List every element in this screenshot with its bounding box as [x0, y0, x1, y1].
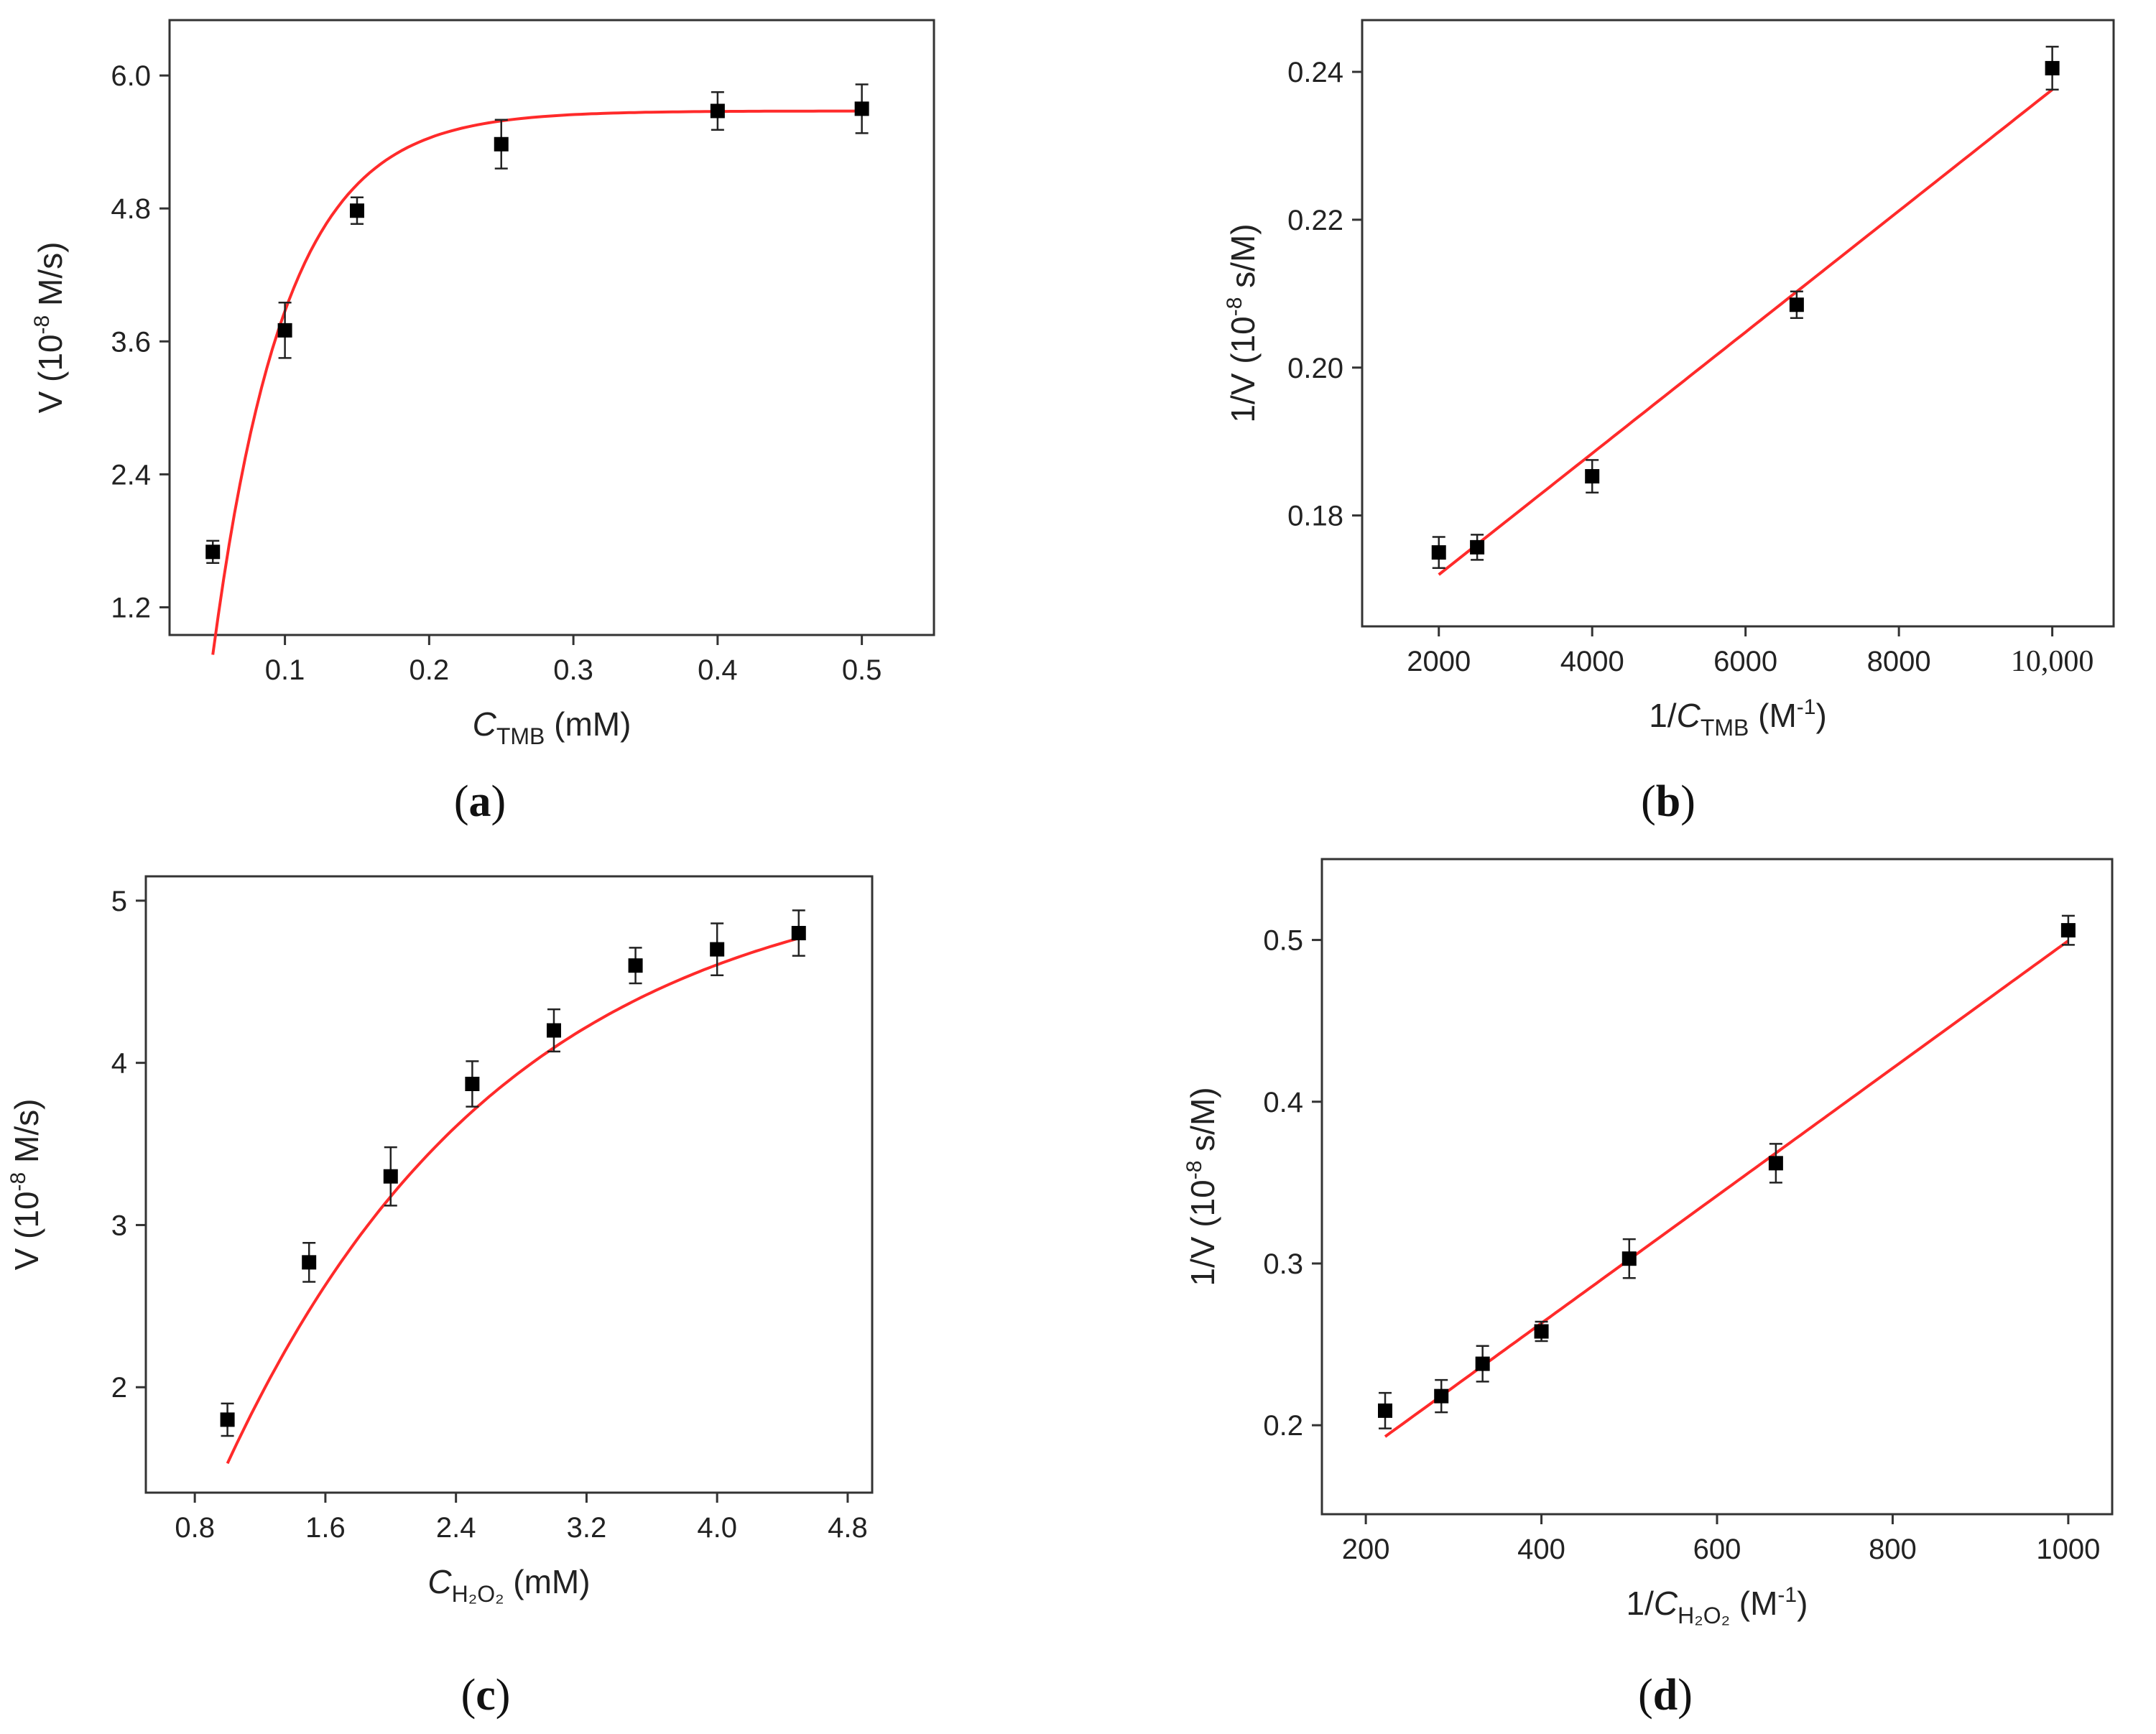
data-point — [1768, 1156, 1783, 1171]
x-axis-label: CH₂O₂ (mM) — [427, 1563, 590, 1607]
data-point — [546, 1023, 561, 1038]
y-tick-label: 5 — [111, 886, 127, 917]
data-point — [1475, 1356, 1490, 1371]
y-tick-label: 0.4 — [1263, 1087, 1303, 1118]
chart-panel-a: 0.1 0.2 0.3 0.4 0.5 1.2 2.4 3.6 4.8 6.0 CTMB (mM) V… — [30, 19, 935, 826]
y-axis-label: 1/V (10-8 s/M) — [1183, 1087, 1221, 1286]
data-point — [1434, 1388, 1449, 1404]
data-point — [383, 1169, 398, 1184]
data-point — [2060, 923, 2076, 938]
y-tick-label: 3.6 — [111, 326, 151, 358]
plot-frame — [1320, 858, 2114, 1516]
x-tick-label: 0.2 — [410, 654, 450, 686]
fit-curve — [226, 937, 800, 1465]
fit-curve — [211, 109, 862, 655]
data-point — [1585, 469, 1600, 484]
chart-panel-b: 2000 4000 6000 8000 10,000 0.18 0.20 0.22 0.24 1/… — [1223, 19, 2115, 826]
x-tick-label: 0.4 — [698, 654, 738, 686]
x-tick-label: 4.8 — [828, 1512, 868, 1544]
x-axis-label: 1/CH₂O₂ (M-1) — [1627, 1583, 1808, 1628]
x-tick-label: 200 — [1342, 1534, 1390, 1565]
x-axis-label: 1/CTMB (M-1) — [1649, 695, 1827, 741]
data-point — [349, 203, 364, 218]
data-point — [465, 1077, 480, 1092]
data-point — [1789, 297, 1804, 312]
plot-frame — [144, 875, 874, 1494]
data-point — [2045, 60, 2060, 75]
y-axis-label: 1/V (10-8 s/M) — [1223, 223, 1262, 422]
x-tick-label: 1000 — [2036, 1534, 2100, 1565]
panel-caption: (b) — [1641, 777, 1695, 826]
data-point — [710, 942, 725, 957]
y-tick-label: 0.5 — [1263, 925, 1303, 957]
data-point — [1621, 1251, 1637, 1266]
x-tick-label: 2000 — [1407, 646, 1471, 677]
data-point — [628, 958, 643, 973]
x-tick-label: 600 — [1693, 1534, 1741, 1565]
x-tick-label: 0.1 — [265, 654, 305, 686]
data-point — [791, 926, 806, 941]
y-tick-label: 0.3 — [1263, 1248, 1303, 1280]
chart-panel-d: 200 400 600 800 1000 0.2 0.3 0.4 0.5 1/CH₂O₂ (M-1… — [1183, 858, 2114, 1720]
y-axis-label: V (10-8 M/s) — [6, 1099, 45, 1271]
plot-frame — [168, 19, 935, 636]
y-tick-label: 4.8 — [111, 193, 151, 225]
y-axis-label: V (10-8 M/s) — [30, 242, 69, 414]
y-tick-label: 2.4 — [111, 459, 151, 491]
data-point — [220, 1412, 235, 1427]
chart-panel-c: 0.8 1.6 2.4 3.2 4.0 4.8 2 3 4 5 CH₂O₂ (mM) V (10-8 … — [6, 875, 874, 1720]
x-tick-label: 0.5 — [842, 654, 882, 686]
y-tick-label: 0.2 — [1263, 1410, 1303, 1442]
data-point — [1378, 1403, 1392, 1418]
y-tick-label: 6.0 — [111, 60, 151, 92]
data-point — [854, 101, 869, 116]
x-tick-label: 2.4 — [436, 1512, 476, 1544]
x-tick-label: 4.0 — [697, 1512, 737, 1544]
data-point — [277, 323, 292, 338]
y-tick-label: 0.18 — [1287, 501, 1343, 532]
x-tick-label: 1.6 — [305, 1512, 346, 1544]
y-tick-label: 0.22 — [1287, 205, 1343, 236]
fit-curve — [1438, 88, 2053, 576]
plot-frame — [1361, 19, 2115, 628]
x-axis-label: CTMB (mM) — [473, 705, 631, 749]
x-tick-label: 3.2 — [567, 1512, 607, 1544]
fit-curve — [1384, 940, 2070, 1438]
x-tick-label: 4000 — [1560, 646, 1624, 677]
panel-caption: (c) — [461, 1671, 511, 1720]
data-point — [494, 136, 509, 152]
panel-caption: (d) — [1638, 1671, 1693, 1720]
x-tick-label: 0.3 — [553, 654, 593, 686]
data-point — [1470, 539, 1485, 555]
x-tick-label: 8000 — [1867, 646, 1931, 677]
x-tick-label: 6000 — [1713, 646, 1777, 677]
x-tick-label: 0.8 — [175, 1512, 215, 1544]
data-point — [1534, 1324, 1549, 1339]
y-tick-label: 4 — [111, 1048, 127, 1080]
data-point — [302, 1255, 317, 1270]
data-point — [205, 544, 221, 560]
y-tick-label: 3 — [111, 1210, 127, 1241]
panel-caption: (a) — [454, 777, 506, 826]
x-tick-label: 10,000 — [2011, 645, 2094, 678]
y-tick-label: 0.20 — [1287, 353, 1343, 384]
y-tick-label: 2 — [111, 1372, 127, 1404]
data-point — [710, 103, 725, 119]
data-point — [1431, 545, 1446, 560]
y-tick-label: 0.24 — [1287, 57, 1343, 88]
x-tick-label: 400 — [1517, 1534, 1565, 1565]
x-tick-label: 800 — [1869, 1534, 1917, 1565]
y-tick-label: 1.2 — [111, 592, 151, 623]
